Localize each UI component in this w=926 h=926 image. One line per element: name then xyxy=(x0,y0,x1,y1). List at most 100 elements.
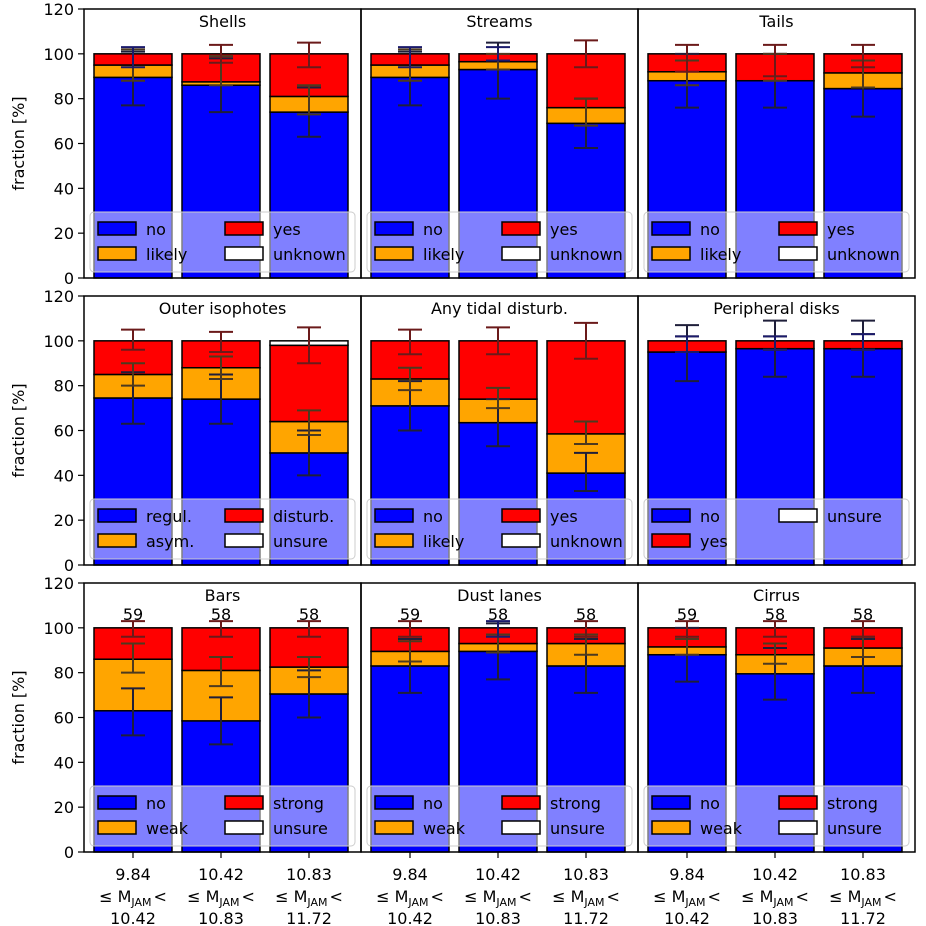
legend-label: likely xyxy=(423,245,464,264)
panel-cirrus xyxy=(637,582,916,853)
panel-title: Bars xyxy=(205,586,241,605)
panel-shells xyxy=(83,8,362,279)
y-tick-label: 0 xyxy=(64,556,74,575)
legend-label: yes xyxy=(273,220,301,239)
x-category-relation: ≤ MJAM < xyxy=(275,887,343,909)
legend-swatch-no xyxy=(651,795,691,810)
x-category-low: 10.42 xyxy=(752,865,798,884)
x-category-high: 10.83 xyxy=(752,909,798,926)
legend-swatch-likely xyxy=(374,533,414,548)
y-tick-label: 60 xyxy=(54,709,74,728)
x-category-relation: ≤ MJAM < xyxy=(552,887,620,909)
y-tick-label: 20 xyxy=(54,224,74,243)
x-category-high: 11.72 xyxy=(286,909,332,926)
y-axis-label: fraction [%] xyxy=(9,383,28,477)
legend-label: no xyxy=(423,507,443,526)
legend-swatch-no xyxy=(97,795,137,810)
legend-label: likely xyxy=(423,532,464,551)
x-category-high: 10.42 xyxy=(387,909,433,926)
legend-box xyxy=(89,211,356,273)
legend-label: no xyxy=(700,220,720,239)
legend-label: no xyxy=(146,794,166,813)
y-tick-label: 60 xyxy=(54,135,74,154)
legend-label: unknown xyxy=(827,245,900,264)
x-category-high: 11.72 xyxy=(563,909,609,926)
x-category-subscript: JAM xyxy=(407,896,428,909)
legend-swatch-asym xyxy=(97,533,137,548)
panel-bars xyxy=(83,582,362,853)
y-tick-label: 100 xyxy=(43,619,74,638)
legend-label: unknown xyxy=(550,245,623,264)
legend-box xyxy=(89,498,356,560)
x-category-symbol: ≤ M xyxy=(275,887,307,906)
legend-swatch-no xyxy=(374,795,414,810)
legend-box xyxy=(89,785,356,847)
x-category-subscript: JAM xyxy=(860,896,881,909)
legend-swatch-weak xyxy=(651,820,691,835)
panel-title: Shells xyxy=(199,12,246,31)
x-category-relation: ≤ MJAM < xyxy=(464,887,532,909)
x-category-lt: < xyxy=(883,887,896,906)
legend-label: unsure xyxy=(273,532,328,551)
legend-label: yes xyxy=(550,507,578,526)
legend-swatch-likely xyxy=(97,246,137,261)
legend-swatch-strong xyxy=(224,795,264,810)
legend-label: strong xyxy=(273,794,324,813)
legend-label: likely xyxy=(700,245,741,264)
x-category-symbol: ≤ M xyxy=(741,887,773,906)
panel-dust-lanes xyxy=(360,582,639,853)
legend-label: unknown xyxy=(550,532,623,551)
count-label: 58 xyxy=(853,605,873,624)
x-category-low: 10.42 xyxy=(475,865,521,884)
y-tick-label: 40 xyxy=(54,753,74,772)
x-category-symbol: ≤ M xyxy=(829,887,861,906)
legend-swatch-unsure xyxy=(778,508,818,523)
legend-swatch-yes xyxy=(501,221,541,236)
legend-label: unsure xyxy=(827,507,882,526)
panel-title: Peripheral disks xyxy=(713,299,840,318)
y-axis-label: fraction [%] xyxy=(9,670,28,764)
legend-swatch-unsure xyxy=(224,533,264,548)
legend-swatch-no xyxy=(651,508,691,523)
x-category-relation: ≤ MJAM < xyxy=(741,887,809,909)
x-category-relation: ≤ MJAM < xyxy=(829,887,897,909)
legend-label: no xyxy=(700,507,720,526)
legend-swatch-unknown xyxy=(501,246,541,261)
legend-label: unknown xyxy=(273,245,346,264)
count-label: 58 xyxy=(488,605,508,624)
x-category-symbol: ≤ M xyxy=(376,887,408,906)
x-category-high: 10.83 xyxy=(198,909,244,926)
legend-label: yes xyxy=(827,220,855,239)
x-category-high: 10.42 xyxy=(664,909,710,926)
y-tick-label: 20 xyxy=(54,511,74,530)
legend-swatch-weak xyxy=(374,820,414,835)
legend-swatch-unknown xyxy=(501,533,541,548)
y-tick-label: 40 xyxy=(54,466,74,485)
panel-title: Dust lanes xyxy=(457,586,542,605)
legend-box xyxy=(643,498,910,560)
panel-title: Tails xyxy=(758,12,793,31)
legend-box xyxy=(643,211,910,273)
y-axis-label: fraction [%] xyxy=(9,96,28,190)
legend-label: likely xyxy=(146,245,187,264)
legend-label: unsure xyxy=(273,819,328,838)
x-category-relation: ≤ MJAM < xyxy=(187,887,255,909)
legend-swatch-disturb xyxy=(224,508,264,523)
y-tick-label: 0 xyxy=(64,843,74,862)
legend-swatch-weak xyxy=(97,820,137,835)
legend-label: strong xyxy=(550,794,601,813)
x-category-lt: < xyxy=(606,887,619,906)
legend-label: strong xyxy=(827,794,878,813)
count-label: 58 xyxy=(299,605,319,624)
x-category-subscript: JAM xyxy=(684,896,705,909)
legend-swatch-regul xyxy=(97,508,137,523)
y-tick-label: 120 xyxy=(43,0,74,19)
count-label: 59 xyxy=(400,605,420,624)
legend-label: yes xyxy=(700,532,728,551)
x-category-high: 10.83 xyxy=(475,909,521,926)
x-category-subscript: JAM xyxy=(218,896,239,909)
x-category-low: 10.42 xyxy=(198,865,244,884)
panel-title: Any tidal disturb. xyxy=(431,299,568,318)
legend-label: regul. xyxy=(146,507,192,526)
y-tick-label: 0 xyxy=(64,269,74,288)
